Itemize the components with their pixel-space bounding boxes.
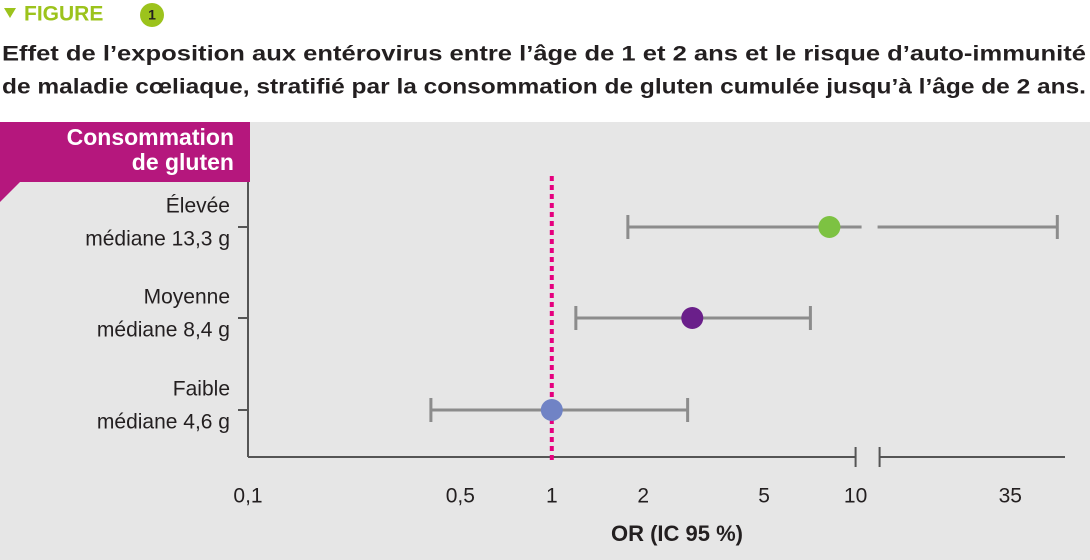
point-estimate bbox=[540, 399, 563, 421]
x-axis-label: OR (IC 95 %) bbox=[611, 521, 743, 546]
y-tick-label: Faible bbox=[173, 378, 230, 401]
y-tick-label: médiane 8,4 g bbox=[97, 319, 230, 342]
y-label-tag bbox=[0, 122, 250, 202]
point-estimate bbox=[681, 307, 704, 329]
chart-title: Effet de l’exposition aux entérovirus en… bbox=[2, 43, 1086, 66]
plot-panel bbox=[0, 122, 1090, 560]
y-tick-label: médiane 4,6 g bbox=[97, 411, 230, 434]
y-axis-label: Consommation bbox=[67, 124, 234, 150]
x-tick-label: 5 bbox=[758, 485, 770, 508]
x-tick-label: 0,1 bbox=[233, 485, 262, 508]
y-tick-label: Moyenne bbox=[144, 286, 230, 309]
point-estimate bbox=[818, 216, 841, 238]
x-tick-label: 2 bbox=[637, 485, 649, 508]
y-tick-label: Élevée bbox=[166, 195, 230, 218]
y-axis-label: de gluten bbox=[132, 149, 234, 175]
figure-number: 1 bbox=[148, 7, 156, 23]
chart-title: de maladie cœliaque, stratifié par la co… bbox=[2, 76, 1086, 99]
x-tick-label: 35 bbox=[999, 485, 1022, 508]
figure-label: FIGURE bbox=[24, 3, 103, 26]
x-tick-label: 10 bbox=[844, 485, 867, 508]
x-tick-label: 0,5 bbox=[446, 485, 475, 508]
figure-badge bbox=[140, 3, 164, 27]
figure-arrow bbox=[4, 8, 16, 18]
y-tick-label: médiane 13,3 g bbox=[85, 228, 230, 251]
x-tick-label: 1 bbox=[546, 485, 558, 508]
